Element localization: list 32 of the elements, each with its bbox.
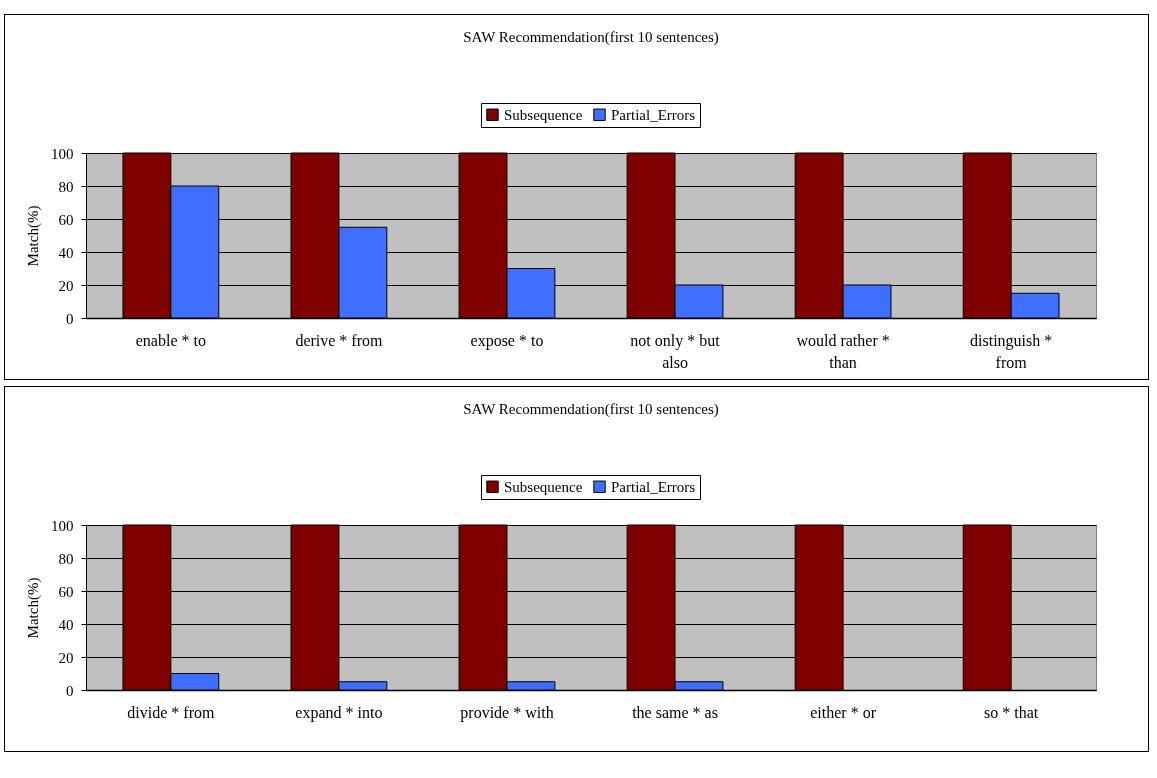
x-tick-label: so * that (984, 703, 1039, 721)
y-tick-label: 60 (58, 211, 74, 228)
x-tick-label: enable * to (135, 331, 206, 349)
y-tick-label: 80 (58, 550, 74, 567)
legend-label: Partial_Errors (611, 478, 696, 495)
chart-title: SAW Recommendation(first 10 sentences) (463, 400, 719, 418)
y-tick-label: 40 (58, 244, 74, 261)
y-tick-label: 20 (58, 277, 74, 294)
y-tick-label: 0 (66, 310, 74, 327)
y-tick-label: 60 (58, 583, 74, 600)
y-tick-label: 20 (58, 649, 74, 666)
y-axis-title: Match(%) (25, 205, 42, 267)
x-tick-label: either * or (810, 703, 877, 721)
x-tick-label: would rather * than (796, 331, 890, 371)
y-tick-label: 80 (58, 178, 74, 195)
legend-label: Partial_Errors (611, 106, 696, 123)
x-tick-label: distinguish * from (970, 331, 1053, 371)
chart-title: SAW Recommendation(first 10 sentences) (463, 28, 719, 46)
x-tick-label: provide * with (460, 703, 554, 722)
y-axis-title: Match(%) (25, 577, 42, 639)
y-tick-label: 100 (51, 517, 74, 534)
x-tick-label: divide * from (127, 703, 215, 721)
x-tick-label: not only * but also (630, 331, 721, 371)
legend-label: Subsequence (504, 106, 583, 123)
legend-label: Subsequence (504, 478, 583, 495)
y-tick-label: 100 (51, 145, 74, 162)
x-tick-label: expose * to (470, 331, 544, 350)
y-tick-label: 0 (66, 682, 74, 699)
x-tick-label: derive * from (295, 331, 384, 349)
x-tick-label: expand * into (295, 703, 383, 722)
y-tick-label: 40 (58, 616, 74, 633)
x-tick-label: the same * as (632, 703, 718, 721)
